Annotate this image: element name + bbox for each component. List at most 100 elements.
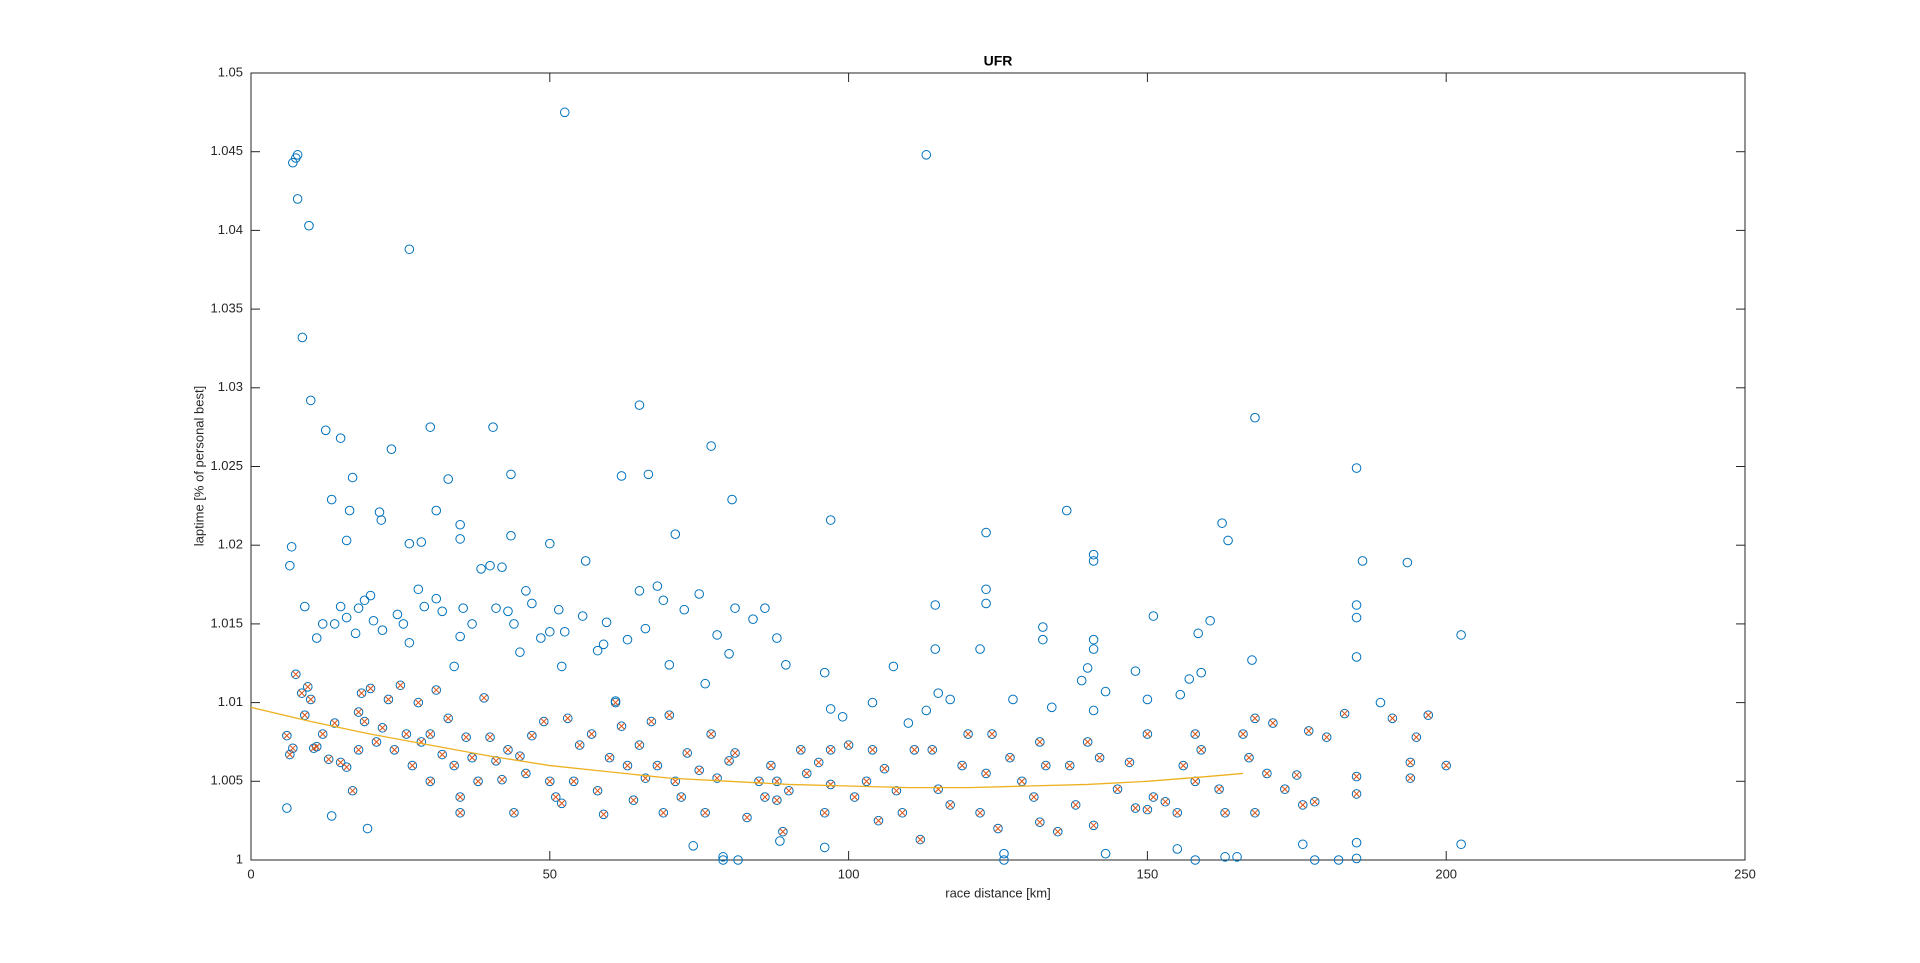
circle-marker xyxy=(503,745,513,755)
cross-marker xyxy=(426,777,434,785)
circle-marker xyxy=(335,601,346,612)
circle-marker xyxy=(694,589,705,599)
circle-marker xyxy=(291,669,301,680)
circle-marker xyxy=(1268,718,1278,728)
cross-marker xyxy=(767,762,775,770)
cross-marker xyxy=(558,799,566,807)
circle-marker xyxy=(545,538,555,549)
cross-marker xyxy=(1341,710,1349,718)
circle-marker xyxy=(497,774,507,785)
circle-marker xyxy=(302,682,313,692)
circle-marker xyxy=(610,697,621,708)
circle-marker xyxy=(467,619,477,629)
circle-marker xyxy=(1175,689,1186,700)
cross-marker xyxy=(564,714,572,722)
circle-marker xyxy=(455,534,465,544)
cross-marker xyxy=(289,744,297,752)
circle-marker xyxy=(688,841,699,851)
circle-marker xyxy=(562,713,573,724)
circle-marker xyxy=(760,792,770,802)
circle-marker xyxy=(479,693,489,703)
circle-marker xyxy=(1196,667,1206,678)
circle-marker xyxy=(431,593,442,604)
circle-marker xyxy=(1223,535,1233,546)
circle-marker xyxy=(837,711,848,722)
circle-marker xyxy=(1250,412,1260,423)
circle-marker xyxy=(676,792,687,802)
cross-marker xyxy=(821,809,829,817)
circle-marker xyxy=(341,612,352,623)
circle-marker xyxy=(1351,463,1362,473)
circle-marker xyxy=(981,584,991,595)
cross-marker xyxy=(1173,809,1181,817)
circle-marker xyxy=(879,763,890,774)
circle-marker xyxy=(425,729,436,739)
cross-marker xyxy=(629,796,638,804)
cross-marker xyxy=(1221,809,1229,817)
circle-marker xyxy=(455,519,465,530)
circle-marker xyxy=(1193,628,1203,639)
circle-marker xyxy=(1046,702,1057,713)
cross-marker xyxy=(779,828,787,836)
circle-marker xyxy=(999,848,1009,859)
circle-marker xyxy=(760,603,770,613)
cross-marker xyxy=(827,780,835,789)
circle-marker xyxy=(1262,768,1272,779)
circle-marker xyxy=(724,756,734,766)
y-tick-label: 1.04 xyxy=(218,222,243,237)
circle-marker xyxy=(1190,855,1201,865)
cross-marker xyxy=(480,694,488,702)
cross-marker xyxy=(928,746,936,754)
circle-marker xyxy=(724,649,734,659)
cross-marker xyxy=(474,777,482,785)
circle-marker xyxy=(329,619,340,629)
circle-marker xyxy=(506,530,516,541)
circle-marker xyxy=(1214,784,1224,794)
axes-box xyxy=(250,72,1746,861)
circle-marker xyxy=(395,680,406,691)
circle-marker xyxy=(335,433,346,443)
circle-marker xyxy=(616,721,627,732)
circle-marker xyxy=(658,807,669,818)
circle-marker xyxy=(1351,837,1362,848)
circle-marker xyxy=(1405,773,1416,783)
circle-marker xyxy=(1100,686,1111,697)
circle-marker xyxy=(957,760,967,771)
circle-marker xyxy=(975,644,985,654)
circle-marker xyxy=(634,400,645,410)
circle-marker xyxy=(634,586,645,596)
circle-marker xyxy=(1303,726,1314,736)
circle-marker xyxy=(861,776,872,787)
circle-marker xyxy=(556,798,567,809)
circle-marker xyxy=(305,395,316,406)
circle-marker xyxy=(679,604,690,615)
circle-marker xyxy=(670,776,681,787)
circle-marker xyxy=(999,855,1009,865)
circle-marker xyxy=(1064,760,1075,771)
circle-marker xyxy=(317,619,328,629)
y-tick-label: 1.02 xyxy=(218,537,243,552)
circle-marker xyxy=(945,800,955,810)
circle-marker xyxy=(1038,622,1048,632)
circle-marker xyxy=(664,660,675,670)
circle-marker xyxy=(1351,789,1362,799)
circle-marker xyxy=(449,760,459,771)
y-tick-label: 1.035 xyxy=(210,301,243,316)
circle-marker xyxy=(1142,694,1153,705)
circle-marker xyxy=(921,705,932,716)
circle-marker xyxy=(443,713,454,724)
x-tick-label: 0 xyxy=(247,866,254,881)
cross-marker xyxy=(1066,762,1074,770)
cross-marker xyxy=(600,810,608,818)
circle-marker xyxy=(772,633,782,643)
circle-marker xyxy=(1351,600,1362,610)
circle-marker xyxy=(930,644,941,654)
cross-marker xyxy=(1323,733,1331,741)
y-tick-label: 1.025 xyxy=(210,458,243,473)
circle-marker xyxy=(754,776,764,787)
circle-marker xyxy=(825,515,836,525)
circle-marker xyxy=(1405,757,1416,768)
cross-marker xyxy=(570,777,578,785)
circle-marker xyxy=(437,606,448,617)
circle-marker xyxy=(416,537,427,547)
